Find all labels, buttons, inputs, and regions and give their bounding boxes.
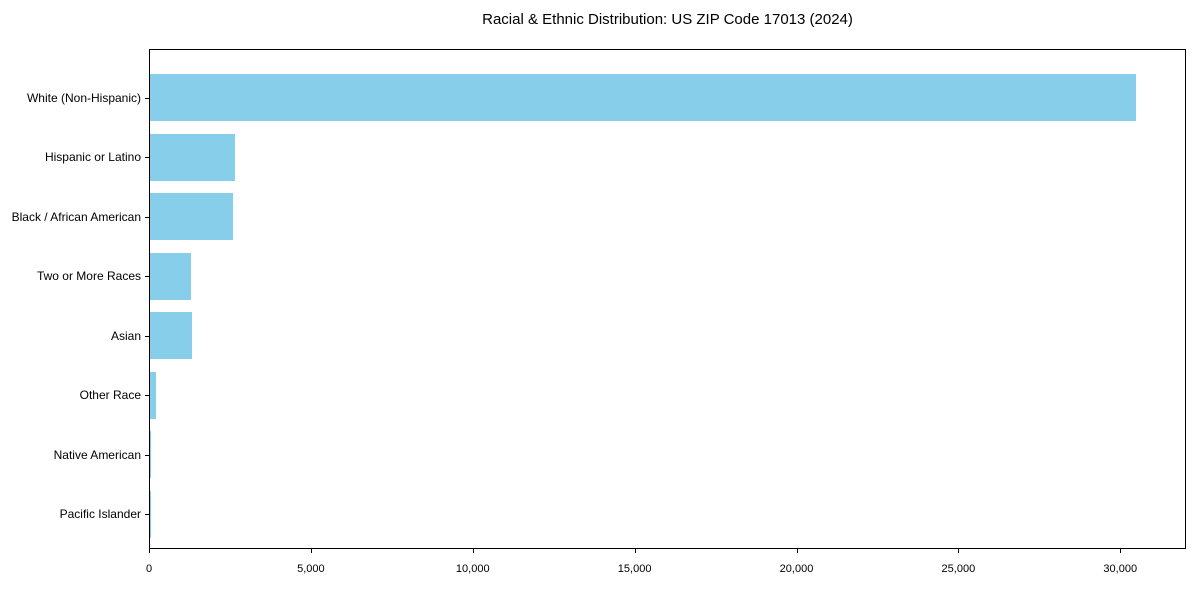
bar-two-or-more-races — [150, 252, 191, 300]
y-tick-label-two-or-more-races: Two or More Races — [36, 269, 141, 284]
y-tick-label-native-american: Native American — [53, 447, 141, 462]
bar-hispanic-or-latino — [150, 133, 235, 181]
x-tick-mark — [472, 549, 474, 553]
chart-title: Racial & Ethnic Distribution: US ZIP Cod… — [482, 11, 853, 28]
y-tick-mark — [145, 395, 149, 397]
x-tick-mark — [1120, 549, 1122, 553]
bar-white-non-hispanic — [150, 74, 1136, 121]
y-tick-mark — [145, 157, 149, 159]
x-tick-label-5-000: 5,000 — [297, 563, 325, 575]
y-tick-label-black-african-american: Black / African American — [11, 209, 141, 224]
x-tick-label-25-000: 25,000 — [941, 563, 976, 575]
x-tick-mark — [634, 549, 636, 553]
bar-asian — [150, 312, 192, 360]
y-tick-mark — [145, 335, 149, 337]
bar-other-race — [150, 371, 156, 419]
y-tick-label-other-race: Other Race — [79, 388, 141, 403]
x-tick-mark — [796, 549, 798, 553]
x-tick-label-10-000: 10,000 — [455, 563, 490, 575]
x-tick-mark — [310, 549, 312, 553]
y-tick-label-pacific-islander: Pacific Islander — [59, 507, 141, 522]
y-tick-mark — [145, 216, 149, 218]
x-tick-mark — [149, 549, 150, 553]
x-tick-label-20-000: 20,000 — [779, 563, 814, 575]
bar-native-american — [150, 431, 151, 479]
y-tick-mark — [145, 514, 149, 516]
x-tick-label-15-000: 15,000 — [617, 563, 652, 575]
bar-black-african-american — [150, 193, 233, 241]
y-tick-label-hispanic-or-latino: Hispanic or Latino — [44, 150, 141, 165]
x-tick-label-0: 0 — [145, 563, 153, 575]
plot-area — [149, 49, 1186, 549]
y-tick-mark — [145, 97, 149, 99]
y-tick-mark — [145, 276, 149, 278]
x-tick-label-30-000: 30,000 — [1103, 563, 1138, 575]
y-tick-mark — [145, 454, 149, 456]
y-tick-label-asian: Asian — [110, 328, 141, 343]
x-tick-mark — [958, 549, 960, 553]
y-tick-label-white-non-hispanic: White (Non-Hispanic) — [26, 90, 141, 105]
